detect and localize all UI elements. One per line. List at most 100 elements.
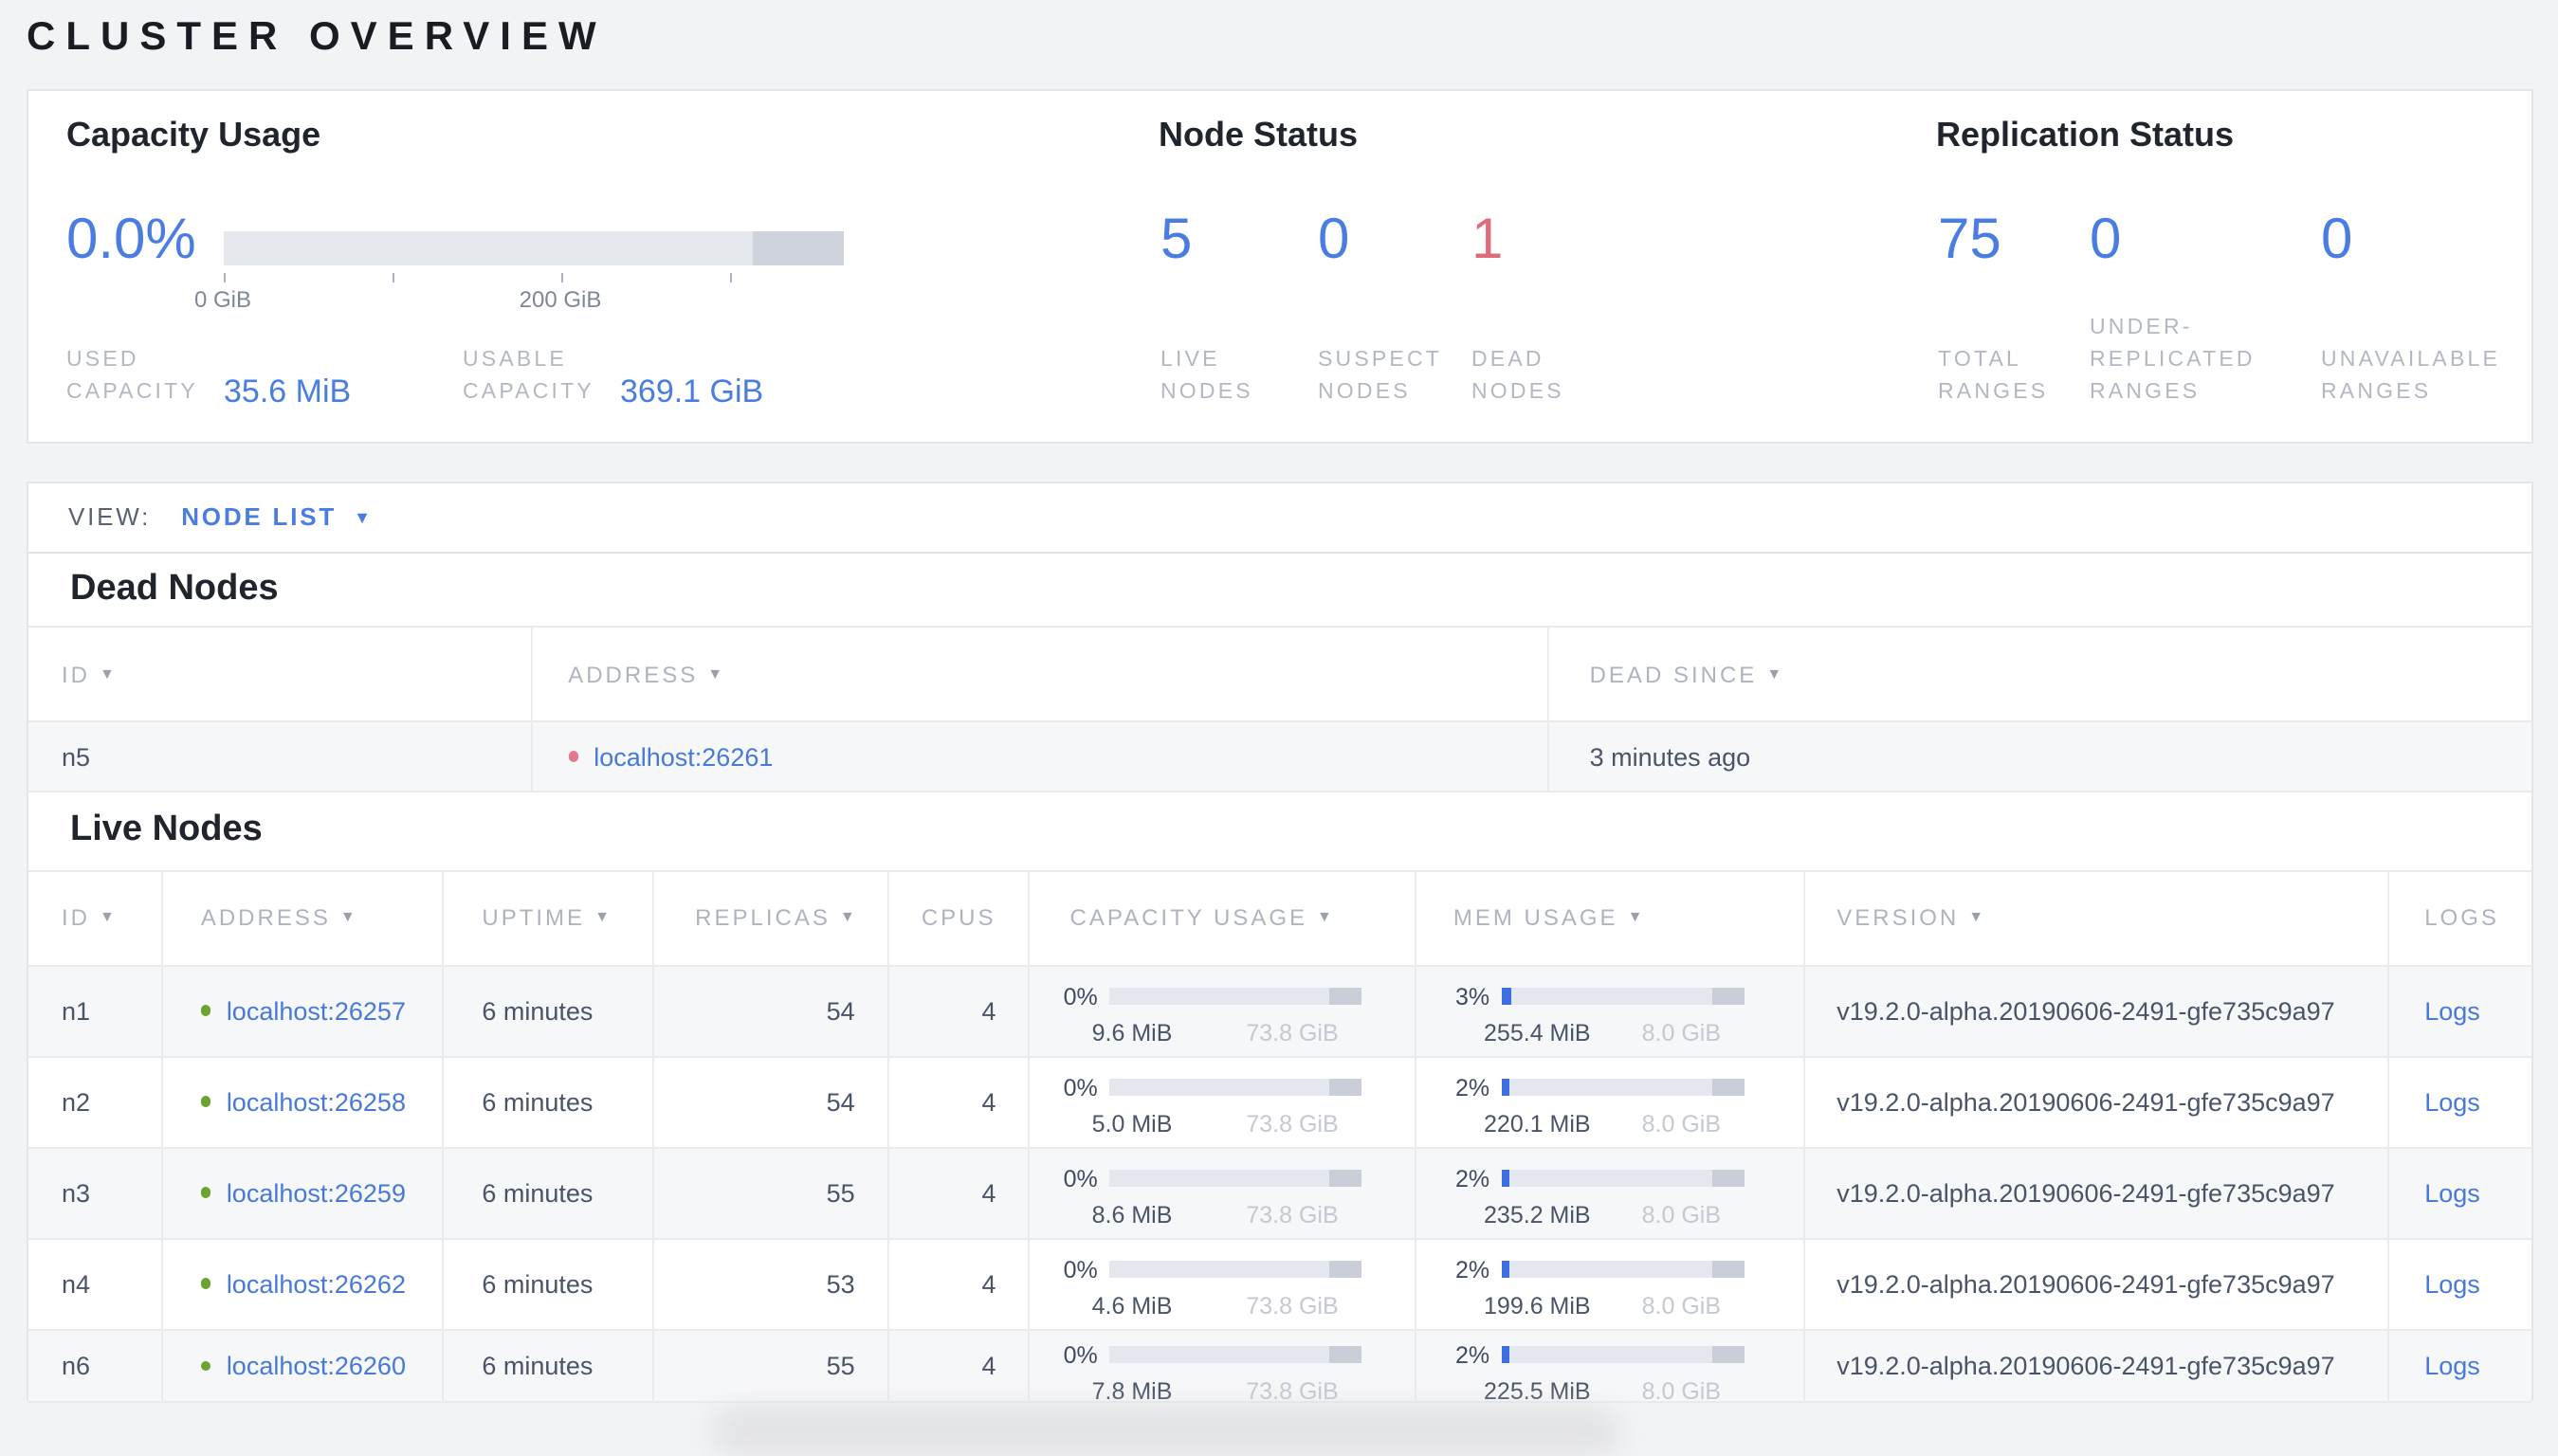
live-nodes-table-body: n1 localhost:26257 6 minutes 54 4 bbox=[27, 966, 2531, 1403]
dead-node-address-link[interactable]: localhost:26261 bbox=[594, 742, 774, 771]
mem-total-value: 8.0 GiB bbox=[1641, 1377, 1722, 1401]
node-uptime-cell: 6 minutes bbox=[444, 1330, 655, 1401]
total-ranges-label: TOTAL RANGES bbox=[1938, 348, 2049, 403]
column-header-capacity-usage[interactable]: CAPACITY USAGE ▼ bbox=[1031, 871, 1417, 964]
node-address-link[interactable]: localhost:26257 bbox=[226, 996, 406, 1025]
dead-node-dead-since-cell: 3 minutes ago bbox=[1589, 742, 1751, 771]
node-mem-usage-cell: 2% 199.6 MiB 8.0 GiB bbox=[1417, 1239, 1805, 1328]
node-list-panel: VIEW: NODE LIST ▼ Dead Nodes ID ▼ ADDRES… bbox=[26, 481, 2533, 1403]
node-status-title: Node Status bbox=[1159, 115, 1359, 153]
node-address-cell: localhost:26260 bbox=[163, 1330, 445, 1401]
unavailable-ranges-label: UNAVAILABLE RANGES bbox=[2321, 348, 2501, 403]
node-logs-cell: Logs bbox=[2389, 1330, 2531, 1401]
node-address-link[interactable]: localhost:26258 bbox=[226, 1087, 406, 1116]
replication-status-title: Replication Status bbox=[1936, 115, 2235, 153]
dead-column-header-address[interactable]: ADDRESS ▼ bbox=[532, 628, 1550, 720]
logs-link[interactable]: Logs bbox=[2424, 1351, 2480, 1380]
capacity-total-value: 73.8 GiB bbox=[1246, 1019, 1339, 1046]
sort-arrow-icon: ▼ bbox=[100, 664, 115, 682]
under-replicated-count: 0 bbox=[2090, 209, 2122, 271]
usable-capacity-stat: USABLE CAPACITY 369.1 GiB bbox=[463, 344, 763, 409]
dead-node-address-cell: localhost:26261 bbox=[532, 722, 1550, 791]
logs-link[interactable]: Logs bbox=[2424, 1178, 2480, 1207]
capacity-usage-title: Capacity Usage bbox=[66, 115, 321, 153]
node-address-link[interactable]: localhost:26260 bbox=[226, 1351, 406, 1380]
node-version-cell: v19.2.0-alpha.20190606-2491-gfe735c9a97 bbox=[1804, 1148, 2390, 1237]
capacity-used-value: 4.6 MiB bbox=[1091, 1292, 1173, 1319]
view-bar: VIEW: NODE LIST ▼ bbox=[27, 482, 2531, 553]
node-cpus-cell: 4 bbox=[889, 1330, 1031, 1401]
node-address-cell: localhost:26258 bbox=[163, 1057, 445, 1146]
column-header-id[interactable]: ID ▼ bbox=[27, 871, 163, 964]
logs-link[interactable]: Logs bbox=[2424, 996, 2480, 1025]
sort-arrow-icon: ▼ bbox=[1968, 908, 1984, 925]
capacity-used-value: 5.0 MiB bbox=[1091, 1110, 1173, 1137]
node-logs-cell: Logs bbox=[2389, 966, 2531, 1055]
node-id-cell: n1 bbox=[27, 966, 163, 1055]
sort-arrow-icon: ▼ bbox=[707, 664, 723, 682]
node-id-cell: n6 bbox=[27, 1330, 163, 1401]
node-replicas-cell: 54 bbox=[654, 966, 889, 1055]
column-header-mem-usage[interactable]: MEM USAGE ▼ bbox=[1417, 871, 1805, 964]
node-status-section: 5 LIVE NODES 0 SUSPECT NODES 1 DEAD NODE… bbox=[27, 209, 2531, 409]
node-uptime-cell: 6 minutes bbox=[444, 1148, 655, 1237]
sort-arrow-icon: ▼ bbox=[1317, 908, 1332, 925]
total-ranges-count: 75 bbox=[1938, 209, 2001, 271]
logs-link[interactable]: Logs bbox=[2424, 1269, 2480, 1298]
capacity-percent-label: 0% bbox=[1063, 983, 1098, 1010]
cluster-summary-card: Capacity Usage 0.0% 0 GiB 200 GiB USED C… bbox=[26, 88, 2533, 444]
live-node-row: n6 localhost:26260 6 minutes 55 4 bbox=[27, 1330, 2531, 1403]
live-nodes-stat: 5 LIVE NODES bbox=[1160, 209, 1293, 409]
mem-used-value: 199.6 MiB bbox=[1484, 1292, 1591, 1319]
column-header-uptime[interactable]: UPTIME ▼ bbox=[444, 871, 655, 964]
view-selected-value[interactable]: NODE LIST bbox=[181, 502, 338, 531]
node-capacity-usage-cell: 0% 4.6 MiB 73.8 GiB bbox=[1030, 1239, 1417, 1328]
dead-nodes-count: 1 bbox=[1471, 209, 1504, 271]
column-header-address[interactable]: ADDRESS ▼ bbox=[163, 871, 445, 964]
live-node-row: n3 localhost:26259 6 minutes 55 4 bbox=[27, 1148, 2531, 1239]
view-selector-dropdown[interactable]: NODE LIST ▼ bbox=[181, 502, 374, 531]
usable-capacity-label: USABLE CAPACITY bbox=[463, 348, 594, 403]
capacity-percent-label: 0% bbox=[1063, 1256, 1098, 1283]
node-address-cell: localhost:26262 bbox=[163, 1239, 445, 1328]
node-cpus-cell: 4 bbox=[889, 1148, 1031, 1237]
node-address-cell: localhost:26257 bbox=[163, 966, 445, 1055]
live-nodes-heading: Live Nodes bbox=[27, 792, 2531, 871]
live-nodes-header-row: ID ▼ ADDRESS ▼ UPTIME ▼ REPLICAS ▼ CPUS … bbox=[27, 871, 2531, 966]
replication-status-section: 75 TOTAL RANGES 0 UNDER-REPLICATED RANGE… bbox=[27, 209, 2531, 409]
column-header-logs[interactable]: LOGS ▼ bbox=[2424, 904, 2499, 931]
node-uptime-cell: 6 minutes bbox=[444, 966, 655, 1055]
column-header-replicas[interactable]: REPLICAS ▼ bbox=[654, 871, 889, 964]
node-mem-usage-cell: 2% 225.5 MiB 8.0 GiB bbox=[1417, 1330, 1805, 1401]
node-version-cell: v19.2.0-alpha.20190606-2491-gfe735c9a97 bbox=[1804, 1239, 2390, 1328]
view-label: VIEW: bbox=[68, 502, 152, 531]
mem-used-value: 255.4 MiB bbox=[1484, 1019, 1591, 1046]
dead-column-header-dead-since[interactable]: DEAD SINCE ▼ bbox=[1589, 661, 1782, 687]
used-capacity-label: USED CAPACITY bbox=[66, 348, 198, 403]
live-node-row: n4 localhost:26262 6 minutes 53 4 bbox=[27, 1239, 2531, 1330]
column-header-version[interactable]: VERSION ▼ bbox=[1804, 871, 2390, 964]
dead-node-row: n5 localhost:26261 3 minutes ago bbox=[27, 722, 2531, 792]
dead-nodes-label: DEAD NODES bbox=[1471, 348, 1564, 403]
node-address-link[interactable]: localhost:26262 bbox=[226, 1269, 406, 1298]
chevron-down-icon: ▼ bbox=[354, 508, 374, 527]
node-cpus-cell: 4 bbox=[889, 1239, 1031, 1328]
suspect-nodes-count: 0 bbox=[1318, 209, 1350, 271]
logs-link[interactable]: Logs bbox=[2424, 1087, 2480, 1116]
node-id-cell: n3 bbox=[27, 1148, 163, 1237]
column-header-cpus[interactable]: CPUS ▼ bbox=[889, 871, 1031, 964]
live-node-row: n1 localhost:26257 6 minutes 54 4 bbox=[27, 966, 2531, 1057]
node-address-link[interactable]: localhost:26259 bbox=[226, 1178, 406, 1207]
dead-column-header-id[interactable]: ID ▼ bbox=[27, 628, 533, 720]
node-replicas-cell: 55 bbox=[654, 1148, 889, 1237]
node-logs-cell: Logs bbox=[2389, 1239, 2531, 1328]
node-logs-cell: Logs bbox=[2389, 1057, 2531, 1146]
live-status-dot-icon bbox=[200, 1096, 211, 1107]
sort-arrow-icon: ▼ bbox=[1766, 664, 1782, 682]
live-nodes-heading-label: Live Nodes bbox=[70, 810, 263, 850]
mem-percent-label: 2% bbox=[1454, 1341, 1490, 1368]
mem-percent-label: 2% bbox=[1454, 1165, 1490, 1192]
under-replicated-label: UNDER-REPLICATED RANGES bbox=[2090, 316, 2256, 403]
used-capacity-stat: USED CAPACITY 35.6 MiB bbox=[66, 344, 351, 409]
node-capacity-usage-cell: 0% 5.0 MiB 73.8 GiB bbox=[1030, 1057, 1417, 1146]
